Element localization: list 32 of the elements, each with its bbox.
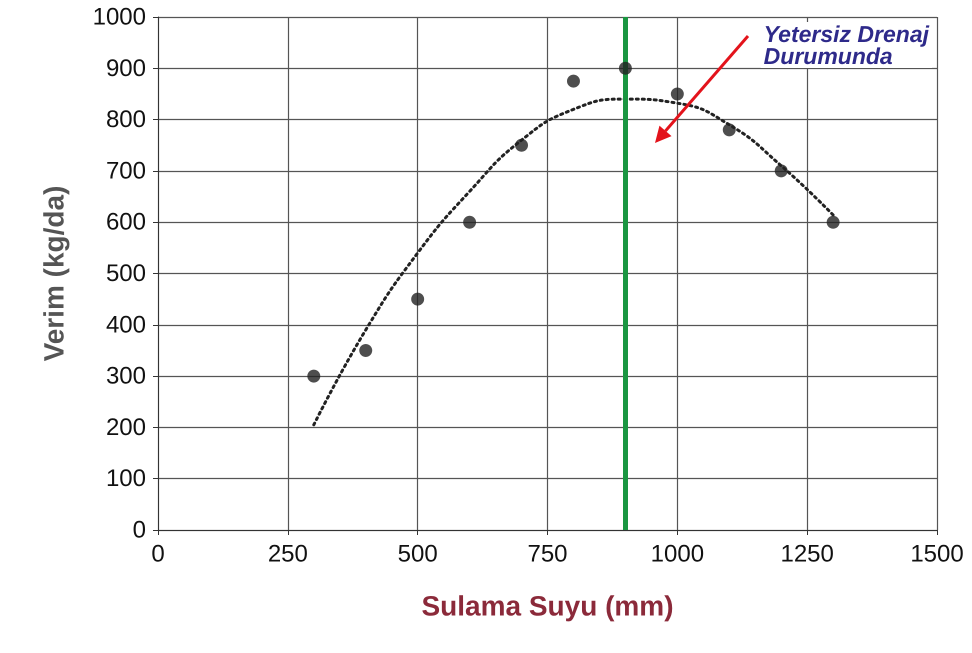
- point: [411, 292, 424, 306]
- x-tick-label: 250: [268, 540, 308, 568]
- y-tick-label: 1000: [92, 4, 146, 30]
- y-tick-label: 600: [106, 208, 146, 236]
- y-tick-label: 200: [106, 414, 146, 441]
- point: [515, 138, 528, 152]
- y-tick-label: 500: [106, 260, 146, 287]
- y-tick-label: 0: [132, 516, 146, 544]
- y-tick-label: 800: [106, 106, 146, 134]
- x-tick-label: 0: [151, 540, 165, 568]
- point: [826, 216, 840, 229]
- point: [307, 370, 320, 383]
- annotation: Yetersiz Drenaj Durumunda: [764, 21, 930, 69]
- y-tick-label: 700: [106, 157, 146, 184]
- y-axis-title: Verim (kg/da): [38, 186, 70, 362]
- point: [670, 87, 684, 100]
- x-tick-label: 750: [527, 540, 568, 568]
- x-tick-label: 1500: [910, 540, 964, 568]
- point: [774, 164, 788, 178]
- x-axis-title: Sulama Suyu (mm): [421, 590, 674, 622]
- point: [566, 74, 580, 88]
- point: [463, 216, 476, 229]
- point: [722, 123, 736, 136]
- point: [618, 62, 632, 75]
- point: [359, 344, 372, 357]
- x-tick-label: 500: [398, 540, 438, 568]
- y-tick-label: 900: [106, 54, 146, 82]
- x-tick-label: 1000: [650, 540, 704, 568]
- y-tick-label: 400: [106, 311, 146, 338]
- x-tick-label: 1250: [780, 540, 834, 568]
- y-tick-label: 100: [106, 465, 146, 492]
- y-tick-label: 300: [106, 362, 146, 390]
